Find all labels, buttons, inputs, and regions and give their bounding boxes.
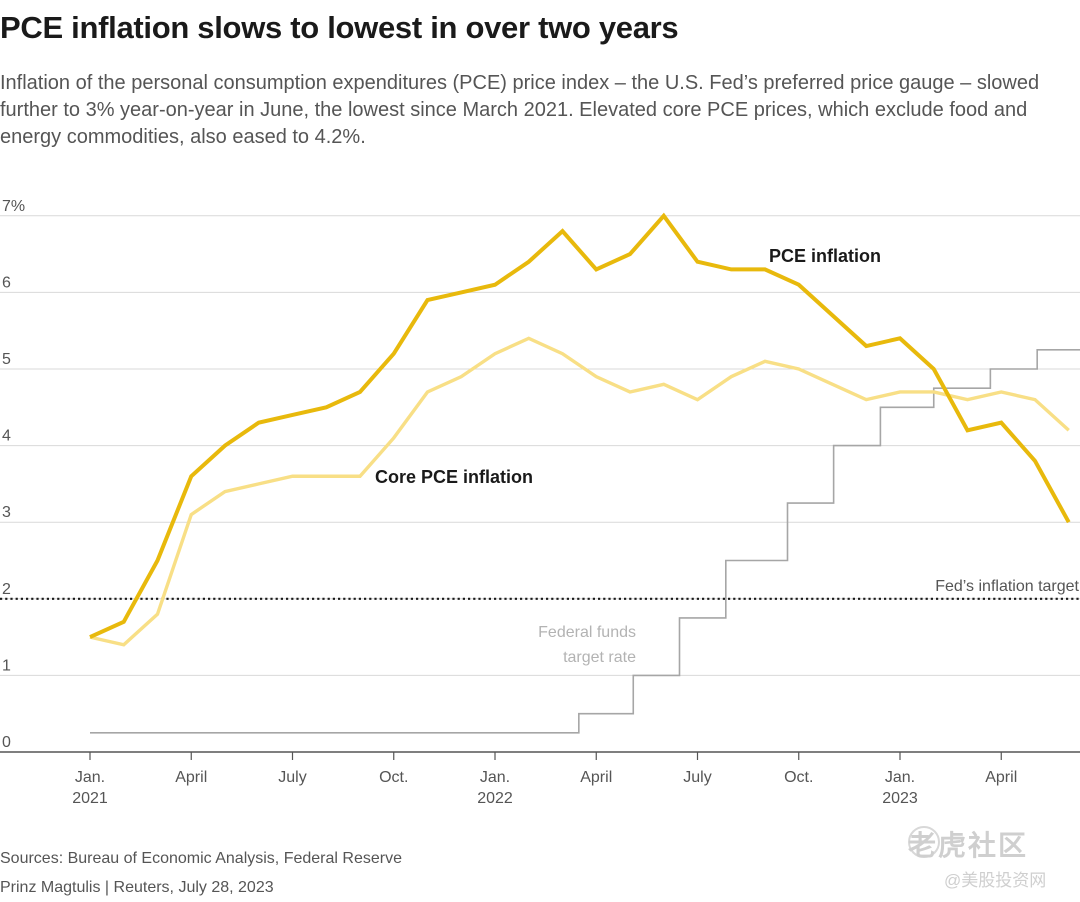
- fed-funds-step-line: [90, 349, 1080, 734]
- series-lines: [89, 212, 1071, 647]
- y-tick-label: 3: [2, 504, 11, 521]
- y-tick-label: 6: [2, 274, 11, 291]
- core-pce-inflation-line: [89, 336, 1070, 647]
- y-axis-labels: 0 1 2 3 4 5 6 7%: [2, 198, 25, 751]
- x-tick-label: April: [985, 769, 1017, 786]
- y-tick-label: 5: [2, 351, 11, 368]
- sources-note: Sources: Bureau of Economic Analysis, Fe…: [0, 850, 402, 867]
- x-tick-label: April: [175, 769, 207, 786]
- x-axis: Jan. 2021 April July Oct. Jan. 2022 April July Oc…: [72, 752, 1017, 807]
- chart-subtitle: Inflation of the personal consumption ex…: [0, 72, 1040, 148]
- x-tick-label: Oct.: [379, 769, 408, 786]
- fed-funds-label: Federal funds: [538, 624, 636, 641]
- y-tick-label: 1: [2, 657, 11, 674]
- x-tick-label: Oct.: [784, 769, 813, 786]
- x-tick-label: Jan.: [480, 769, 510, 786]
- y-tick-label: 2: [2, 581, 11, 598]
- inflation-target: Fed’s inflation target: [0, 578, 1080, 600]
- watermark-logo-icon: [908, 826, 940, 858]
- x-tick-label: April: [580, 769, 612, 786]
- y-tick-label: 0: [2, 734, 11, 751]
- target-label: Fed’s inflation target: [935, 578, 1079, 595]
- annotations: PCE inflation Core PCE inflation: [375, 246, 881, 487]
- x-tick-label: Jan.: [75, 769, 105, 786]
- x-tick-year-label: 2021: [72, 790, 108, 807]
- pce-series-label: PCE inflation: [769, 246, 881, 266]
- grid-lines: [0, 215, 1080, 753]
- y-tick-label: 7%: [2, 198, 25, 215]
- pce-inflation-line: [89, 212, 1071, 639]
- x-tick-label: Jan.: [885, 769, 915, 786]
- watermark-text: 老虎社区: [908, 830, 1029, 861]
- fed-funds-rate: Federal funds target rate: [90, 349, 1080, 734]
- fed-funds-label: target rate: [563, 649, 636, 666]
- x-tick-label: July: [683, 769, 711, 786]
- credit-line: Prinz Magtulis | Reuters, July 28, 2023: [0, 879, 274, 896]
- watermark-handle: @美股投资网: [944, 871, 1047, 890]
- chart-area: 0 1 2 3 4 5 6 7% Jan. 2021 April July Oct. Jan. 2022 A…: [0, 198, 1080, 807]
- core-pce-series-label: Core PCE inflation: [375, 467, 533, 487]
- x-tick-label: July: [278, 769, 306, 786]
- y-tick-label: 4: [2, 428, 11, 445]
- x-tick-year-label: 2022: [477, 790, 513, 807]
- chart-title: PCE inflation slows to lowest in over tw…: [0, 10, 679, 45]
- x-tick-year-label: 2023: [882, 790, 918, 807]
